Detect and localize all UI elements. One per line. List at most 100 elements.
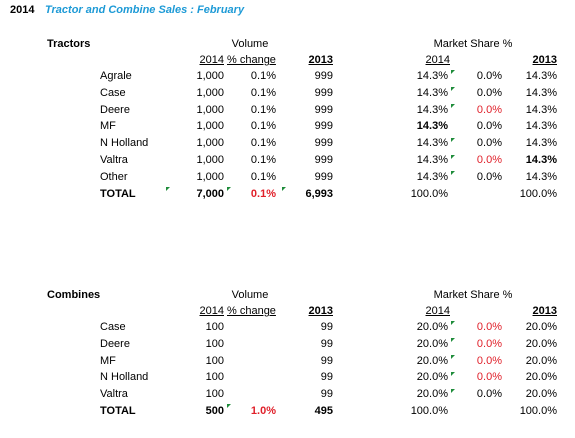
cell: 0.1% [250, 86, 276, 99]
error-indicator [451, 87, 455, 91]
section-name: Combines [47, 289, 101, 301]
cell: 20.0% [525, 388, 557, 401]
cell: 0.0% [476, 120, 502, 133]
cell: 0.0% [476, 354, 502, 367]
cell: 14.3% [525, 170, 557, 183]
error-indicator [451, 155, 455, 159]
column-header: 2013 [308, 305, 333, 317]
row-label: Case [100, 86, 126, 99]
total-cell: 500 [205, 405, 224, 417]
cell: 99 [320, 354, 333, 367]
total-cell: 100.0% [410, 405, 448, 417]
error-indicator [451, 338, 455, 342]
cell: 14.3% [416, 86, 448, 99]
cell: 1,000 [196, 170, 224, 183]
cell: 99 [320, 321, 333, 333]
group-header: Market Share % [433, 289, 513, 301]
total-cell: 6,993 [305, 187, 333, 200]
cell: 20.0% [416, 354, 448, 367]
cell: 0.1% [250, 154, 276, 166]
cell: 0.1% [250, 170, 276, 183]
cell: 999 [314, 154, 333, 166]
cell: 14.3% [525, 86, 557, 99]
cell: 14.3% [416, 137, 448, 150]
cell: 20.0% [416, 388, 448, 401]
error-indicator [451, 389, 455, 393]
row-label: Other [100, 170, 128, 183]
cell: 1,000 [196, 154, 224, 166]
error-indicator [451, 171, 455, 175]
error-indicator [282, 187, 286, 191]
cell: 999 [314, 170, 333, 183]
cell: 0.0% [476, 337, 502, 350]
column-header: 2014 [199, 305, 224, 317]
cell: 14.3% [416, 103, 448, 116]
row-label: Deere [100, 103, 130, 116]
cell: 100 [205, 354, 224, 367]
row-label: MF [100, 120, 116, 133]
cell: 0.1% [250, 120, 276, 133]
cell: 20.0% [416, 321, 448, 333]
group-header: Volume [231, 38, 269, 50]
error-indicator [227, 187, 231, 191]
row-label: N Holland [100, 137, 149, 150]
row-label: Case [100, 321, 126, 333]
cell: 100 [205, 337, 224, 350]
cell: 20.0% [416, 371, 448, 384]
error-indicator [451, 104, 455, 108]
cell: 20.0% [525, 354, 557, 367]
cell: 0.1% [250, 70, 276, 82]
cell: 100 [205, 388, 224, 401]
row-label: MF [100, 354, 116, 367]
cell: 14.3% [416, 120, 448, 133]
column-header: 2013 [532, 305, 557, 317]
total-cell: 0.1% [250, 187, 276, 200]
cell: 0.0% [476, 170, 502, 183]
error-indicator [227, 404, 231, 408]
error-indicator [451, 138, 455, 142]
column-header: 2013 [308, 54, 333, 66]
column-header: % change [227, 54, 276, 66]
cell: 14.3% [525, 103, 557, 116]
cell: 0.0% [476, 86, 502, 99]
cell: 0.0% [476, 371, 502, 384]
cell: 0.0% [476, 321, 502, 333]
cell: 20.0% [525, 337, 557, 350]
cell: 14.3% [525, 70, 557, 82]
cell: 0.1% [250, 103, 276, 116]
row-label: Deere [100, 337, 130, 350]
cell: 1,000 [196, 120, 224, 133]
cell: 99 [320, 371, 333, 384]
cell: 0.1% [250, 137, 276, 150]
cell: 20.0% [525, 371, 557, 384]
column-header: % change [227, 305, 276, 317]
cell: 0.0% [476, 70, 502, 82]
cell: 1,000 [196, 137, 224, 150]
row-label: Valtra [100, 388, 128, 401]
total-cell: 100.0% [519, 187, 557, 200]
cell: 0.0% [476, 388, 502, 401]
cell: 999 [314, 103, 333, 116]
total-label: TOTAL [100, 405, 136, 417]
year-label: 2014 [10, 4, 35, 16]
cell: 20.0% [525, 321, 557, 333]
total-cell: 100.0% [519, 405, 557, 417]
cell: 100 [205, 371, 224, 384]
cell: 999 [314, 86, 333, 99]
error-indicator [451, 355, 455, 359]
group-header: Volume [231, 289, 269, 301]
cell: 14.3% [416, 70, 448, 82]
column-header: 2014 [425, 54, 450, 66]
cell: 20.0% [416, 337, 448, 350]
cell: 14.3% [525, 154, 557, 166]
cell: 99 [320, 337, 333, 350]
row-label: N Holland [100, 371, 149, 384]
error-indicator [166, 187, 170, 191]
total-cell: 100.0% [410, 187, 448, 200]
total-cell: 495 [314, 405, 333, 417]
cell: 0.0% [476, 137, 502, 150]
cell: 99 [320, 388, 333, 401]
total-label: TOTAL [100, 187, 136, 200]
cell: 100 [205, 321, 224, 333]
